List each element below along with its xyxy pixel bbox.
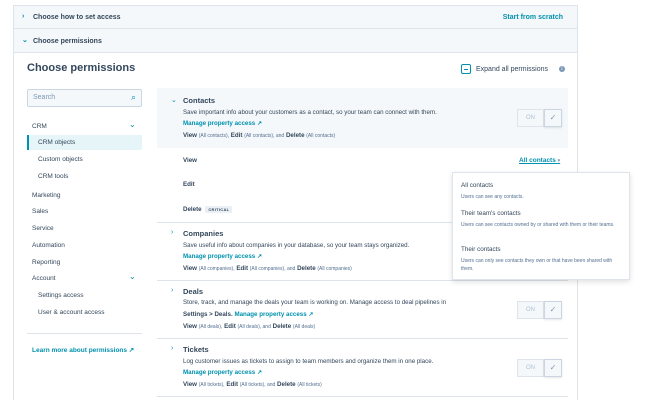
section-title: Tickets [183, 345, 209, 354]
menu-item-their-contacts[interactable]: Their contacts [461, 246, 501, 253]
sidebar-item-crm-objects[interactable]: CRM objects [27, 135, 142, 150]
sidebar-group-account[interactable]: Account [32, 275, 56, 282]
tickets-toggle[interactable]: ON ✓ [517, 359, 562, 377]
manage-property-access-link[interactable]: Manage property access ↗ [183, 369, 263, 376]
menu-item-description: Users can see contacts owned by or share… [461, 222, 615, 228]
contacts-toggle[interactable]: ON ✓ [517, 109, 562, 127]
sidebar-item-user-account-access[interactable]: User & account access [38, 309, 105, 316]
sidebar-item-service[interactable]: Service [32, 225, 54, 232]
menu-item-all-contacts[interactable]: All contacts [461, 182, 494, 189]
section-description: Log customer issues as tickets to assign… [183, 358, 434, 365]
permission-summary: View (All contacts), Edit (All contacts)… [183, 132, 336, 139]
permission-summary: View (All tickets), Edit (All tickets), … [183, 381, 322, 388]
chevron-right-icon[interactable]: › [171, 229, 174, 236]
chevron-down-icon: ⌄ [22, 37, 28, 44]
chevron-down-icon[interactable]: ⌄ [129, 272, 136, 281]
menu-item-description: Users can only see contacts they own or … [461, 258, 613, 272]
critical-badge: CRITICAL [205, 206, 233, 213]
step-label: Choose how to set access [33, 14, 121, 21]
manage-property-access-link[interactable]: Manage property access ↗ [183, 253, 263, 260]
page-title: Choose permissions [27, 62, 136, 74]
menu-item-description: Users can see any contacts. [461, 194, 524, 200]
check-icon: ✓ [544, 359, 562, 377]
info-icon[interactable]: i [558, 66, 565, 72]
learn-more-link[interactable]: Learn more about permissions ↗ [32, 347, 135, 354]
sidebar-item-reporting[interactable]: Reporting [32, 259, 61, 266]
check-icon: ✓ [544, 301, 562, 319]
section-title: Contacts [183, 96, 216, 105]
sidebar-item-label: CRM objects [38, 139, 76, 146]
chevron-right-icon[interactable]: › [171, 345, 174, 352]
companies-section: › Companies Save useful info about compa… [157, 223, 568, 281]
sidebar-item-settings-access[interactable]: Settings access [38, 292, 84, 299]
view-scope-dropdown[interactable]: All contacts ▾ [519, 157, 561, 164]
checkbox-indeterminate-icon[interactable] [461, 64, 471, 74]
expand-all-toggle[interactable]: Expand all permissions i [461, 64, 565, 74]
section-title: Companies [183, 229, 224, 238]
deals-path-line: Settings > Deals. Manage property access… [183, 311, 314, 318]
manage-property-access-link[interactable]: Manage property access ↗ [183, 120, 263, 127]
step-choose-access[interactable]: › Choose how to set access Start from sc… [13, 5, 578, 29]
sidebar-item-sales[interactable]: Sales [32, 208, 49, 215]
step-label: Choose permissions [33, 38, 102, 45]
search-icon[interactable]: ⌕ [130, 92, 136, 102]
chevron-right-icon[interactable]: › [171, 287, 174, 294]
permission-summary: View (All companies), Edit (All companie… [183, 265, 352, 272]
section-title: Deals [183, 287, 204, 296]
chevron-right-icon: › [22, 13, 25, 20]
chevron-down-icon[interactable]: ⌄ [129, 120, 136, 129]
check-icon: ✓ [544, 109, 562, 127]
section-description: Store, track, and manage the deals your … [183, 299, 447, 306]
divider [27, 333, 142, 334]
contacts-section: ⌄ Contacts Save important info about you… [157, 88, 568, 148]
search-placeholder: Search [33, 94, 56, 101]
section-description: Save useful info about companies in your… [183, 242, 410, 249]
sidebar-item-custom-objects[interactable]: Custom objects [38, 156, 83, 163]
menu-item-team-contacts[interactable]: Their team's contacts [461, 210, 521, 217]
deals-toggle[interactable]: ON ✓ [517, 301, 562, 319]
step-choose-permissions[interactable]: ⌄ Choose permissions [13, 28, 578, 53]
permission-summary: View (All deals), Edit (All deals), and … [183, 323, 316, 330]
edit-row-label: Edit [183, 181, 195, 188]
expand-all-label: Expand all permissions [476, 65, 548, 73]
chevron-down-icon[interactable]: ⌄ [171, 97, 177, 104]
delete-row-label: Delete CRITICAL [183, 206, 233, 213]
deals-section: › Deals Store, track, and manage the dea… [157, 281, 568, 339]
caret-down-icon: ▾ [557, 158, 561, 164]
sidebar-item-crm-tools[interactable]: CRM tools [38, 173, 69, 180]
contacts-rows: View All contacts ▾ Edit Delete CRITICAL [157, 148, 568, 223]
view-row-label: View [183, 157, 197, 164]
sidebar-group-crm[interactable]: CRM [32, 123, 47, 130]
manage-property-access-link[interactable]: Manage property access ↗ [234, 311, 314, 318]
search-input[interactable]: Search ⌕ [27, 89, 142, 107]
sidebar-item-automation[interactable]: Automation [32, 242, 65, 249]
tickets-section: › Tickets Log customer issues as tickets… [157, 339, 568, 397]
start-from-scratch-link[interactable]: Start from scratch [502, 14, 563, 21]
section-description: Save important info about your customers… [183, 109, 437, 116]
sidebar-item-marketing[interactable]: Marketing [32, 192, 61, 199]
view-scope-menu: All contacts Users can see any contacts.… [452, 172, 630, 280]
